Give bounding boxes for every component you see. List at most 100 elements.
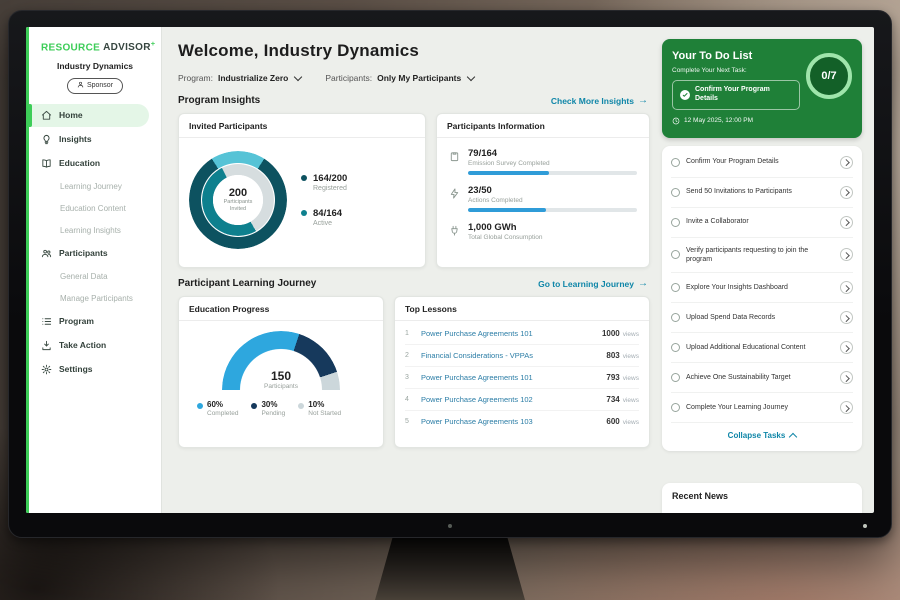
legend-pct: 30%: [261, 400, 278, 409]
participants-information-card: Participants Information 79/164 Emission…: [436, 113, 650, 268]
person-icon: [77, 81, 84, 90]
task-checkbox[interactable]: [671, 373, 680, 383]
program-filter-value: Industrialize Zero: [217, 73, 289, 83]
lesson-views-label: views: [622, 419, 639, 426]
task-checkbox[interactable]: [671, 343, 680, 353]
task-row: Upload Spend Data Records: [671, 303, 853, 334]
legend-dot: [197, 402, 203, 409]
dashboard-screen: RESOURCE ADVISOR+ Industry Dynamics Spons…: [26, 27, 874, 513]
sidebar-item-label: Program: [59, 316, 94, 327]
sidebar-item-label: Learning Insights: [60, 225, 121, 235]
task-go-button[interactable]: [840, 155, 853, 169]
todo-list-card: Your To Do List Complete Your Next Task:…: [662, 39, 862, 138]
participants-filter-dropdown[interactable]: Participants: Only My Participants: [325, 72, 476, 83]
legend-item: 10% Not Started: [298, 400, 341, 417]
check-circle-icon: [680, 89, 690, 100]
task-checkbox[interactable]: [671, 250, 680, 260]
legend-item: 84/164 Active: [301, 208, 347, 227]
sidebar-item-participants[interactable]: Participants: [29, 242, 161, 265]
task-go-button[interactable]: [840, 341, 853, 355]
lesson-link[interactable]: Power Purchase Agreements 101: [421, 329, 533, 338]
task-go-button[interactable]: [840, 401, 853, 415]
lesson-link[interactable]: Power Purchase Agreements 101: [421, 373, 533, 382]
donut-center-value: 200: [228, 186, 248, 199]
chevron-down-icon: [466, 72, 476, 82]
lesson-views-value: 793: [606, 373, 620, 382]
legend-pct: 60%: [207, 400, 224, 409]
sidebar-item-label: Take Action: [59, 340, 107, 351]
sidebar-item-education-content[interactable]: Education Content: [29, 198, 161, 219]
sidebar-item-take-action[interactable]: Take Action: [29, 334, 161, 357]
task-checkbox[interactable]: [671, 283, 680, 293]
learning-journey-header: Participant Learning Journey Go to Learn…: [178, 278, 648, 289]
sidebar-item-label: Manage Participants: [60, 293, 133, 303]
task-go-button[interactable]: [840, 248, 853, 262]
education-progress-card: Education Progress 150 Participants: [178, 296, 384, 448]
link-label: Go to Learning Journey: [538, 278, 634, 289]
collapse-tasks-button[interactable]: Collapse Tasks: [671, 423, 853, 449]
lesson-link[interactable]: Power Purchase Agreements 102: [421, 395, 533, 404]
chevron-right-icon: [842, 314, 850, 322]
section-title: Program Insights: [178, 95, 261, 106]
lesson-link[interactable]: Financial Considerations - VPPAs: [421, 351, 533, 360]
sidebar-item-label: Settings: [59, 364, 93, 375]
next-task-box[interactable]: Confirm Your Program Details: [672, 80, 800, 110]
lesson-views-label: views: [622, 353, 639, 360]
info-row: 1,000 GWh Total Global Consumption: [449, 222, 637, 245]
sidebar-item-program[interactable]: Program: [29, 310, 161, 333]
info-label: Total Global Consumption: [468, 234, 543, 241]
sidebar-item-manage-participants[interactable]: Manage Participants: [29, 288, 161, 309]
task-row: Achieve One Sustainability Target: [671, 363, 853, 394]
chevron-up-icon: [789, 432, 798, 442]
task-checkbox[interactable]: [671, 217, 680, 227]
sidebar-item-home[interactable]: Home: [29, 103, 149, 127]
task-go-button[interactable]: [840, 311, 853, 325]
chevron-right-icon: [842, 374, 850, 382]
legend-item: 164/200 Registered: [301, 173, 347, 192]
sidebar-item-settings[interactable]: Settings: [29, 358, 161, 381]
sidebar-item-label: Home: [59, 110, 83, 121]
task-checkbox[interactable]: [671, 313, 680, 323]
sidebar-item-insights[interactable]: Insights: [29, 128, 161, 151]
sponsor-badge: Sponsor: [66, 77, 124, 94]
task-go-button[interactable]: [840, 281, 853, 295]
education-progress-gauge: 150 Participants: [222, 331, 340, 390]
sidebar-item-general-data[interactable]: General Data: [29, 266, 161, 287]
sidebar-item-learning-journey[interactable]: Learning Journey: [29, 176, 161, 197]
progress-bar: [468, 208, 637, 212]
task-go-button[interactable]: [840, 371, 853, 385]
go-to-learning-journey-link[interactable]: Go to Learning Journey →: [538, 278, 648, 289]
donut-center-label: Participants Invited: [223, 198, 253, 212]
task-row: Send 50 Invitations to Participants: [671, 178, 853, 208]
task-go-button[interactable]: [840, 185, 853, 199]
task-label: Complete Your Learning Journey: [686, 404, 788, 412]
task-checkbox[interactable]: [671, 403, 680, 413]
lesson-row: 4 Power Purchase Agreements 102 734 views: [405, 389, 639, 411]
lesson-views-label: views: [622, 397, 639, 404]
legend-value: 84/164: [313, 208, 343, 219]
next-task-label: Confirm Your Program Details: [695, 86, 770, 102]
lightning-icon: [449, 186, 460, 199]
task-label: Upload Additional Educational Content: [686, 344, 806, 352]
program-filter-dropdown[interactable]: Program: Industrialize Zero: [178, 72, 303, 83]
task-checkbox[interactable]: [671, 187, 680, 197]
lesson-link[interactable]: Power Purchase Agreements 103: [421, 417, 533, 426]
chevron-right-icon: [842, 188, 850, 196]
task-label: Explore Your Insights Dashboard: [686, 284, 788, 292]
lesson-views-value: 1000: [601, 329, 620, 338]
task-row: Confirm Your Program Details: [671, 148, 853, 178]
sidebar-item-label: Education: [59, 158, 101, 169]
task-checkbox[interactable]: [671, 157, 680, 167]
program-insights-cards: Invited Participants 200 Participants In…: [178, 113, 650, 268]
list-icon: [41, 316, 52, 327]
lesson-rank: 5: [405, 418, 409, 425]
invited-participants-donut: 200 Participants Invited: [189, 151, 287, 249]
legend-dot: [301, 175, 307, 181]
sidebar-item-learning-insights[interactable]: Learning Insights: [29, 220, 161, 241]
home-icon: [41, 110, 52, 121]
check-more-insights-link[interactable]: Check More Insights →: [551, 95, 648, 106]
chevron-right-icon: [842, 404, 850, 412]
task-go-button[interactable]: [840, 215, 853, 229]
sidebar-item-education[interactable]: Education: [29, 152, 161, 175]
